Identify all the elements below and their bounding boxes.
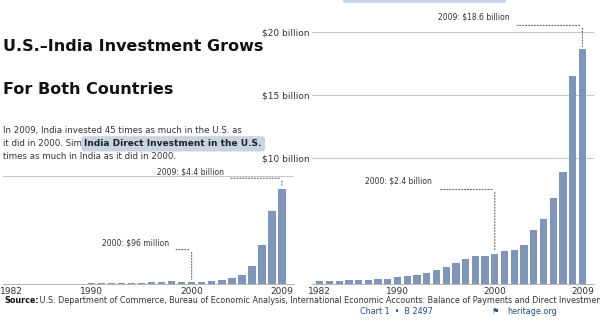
Bar (423, 273, 430, 284)
Text: ⚑: ⚑ (492, 307, 499, 316)
Text: 2009: $4.4 billion: 2009: $4.4 billion (157, 167, 224, 176)
Bar (118, 283, 125, 284)
Bar (569, 76, 576, 284)
Text: Source:: Source: (5, 296, 40, 305)
Bar (178, 282, 185, 284)
Bar (107, 283, 115, 284)
Bar (158, 282, 166, 284)
Bar (501, 251, 508, 284)
Text: In 2009, India invested 45 times as much in the U.S. as
it did in 2000. Similarl: In 2009, India invested 45 times as much… (3, 126, 242, 161)
Bar (559, 172, 566, 284)
Bar (316, 281, 323, 284)
Text: heritage.org: heritage.org (507, 307, 557, 316)
Bar (228, 278, 236, 284)
Text: Chart 1  •  B 2497: Chart 1 • B 2497 (360, 307, 433, 316)
Bar (346, 280, 353, 284)
Bar (578, 49, 586, 284)
Bar (326, 281, 333, 284)
Bar (481, 256, 489, 284)
Bar (218, 280, 226, 284)
Bar (208, 281, 215, 284)
Bar (491, 254, 499, 284)
Bar (394, 277, 401, 284)
Bar (278, 189, 286, 284)
Bar (88, 283, 95, 284)
Bar (335, 281, 343, 284)
Bar (355, 280, 362, 284)
Text: India Direct Investment in the U.S.: India Direct Investment in the U.S. (85, 139, 262, 148)
Bar (198, 282, 205, 284)
Bar (138, 283, 145, 284)
Bar (148, 282, 155, 284)
Bar (550, 198, 557, 284)
Text: For Both Countries: For Both Countries (3, 82, 173, 97)
Bar (365, 280, 372, 284)
Text: U.S. Department of Commerce, Bureau of Economic Analysis, International Economic: U.S. Department of Commerce, Bureau of E… (37, 296, 600, 305)
Bar (452, 263, 460, 284)
Bar (238, 275, 245, 284)
Bar (248, 266, 256, 284)
Bar (413, 275, 421, 284)
Bar (188, 282, 196, 284)
Text: 2000: $96 million: 2000: $96 million (103, 238, 170, 247)
Bar (472, 256, 479, 284)
Bar (462, 259, 469, 284)
Bar (540, 219, 547, 284)
Bar (128, 283, 135, 284)
Bar (511, 250, 518, 284)
Bar (433, 270, 440, 284)
Bar (268, 211, 275, 284)
Bar (258, 245, 266, 284)
Text: 2009: $18.6 billion: 2009: $18.6 billion (438, 13, 509, 22)
Bar (384, 278, 391, 284)
Bar (530, 230, 538, 284)
Bar (443, 266, 450, 284)
Text: 2000: $2.4 billion: 2000: $2.4 billion (365, 177, 431, 186)
Bar (520, 245, 527, 284)
Bar (374, 279, 382, 284)
Bar (168, 281, 175, 284)
Bar (98, 283, 105, 284)
Text: U.S.–India Investment Grows: U.S.–India Investment Grows (3, 39, 263, 54)
Bar (404, 276, 411, 284)
